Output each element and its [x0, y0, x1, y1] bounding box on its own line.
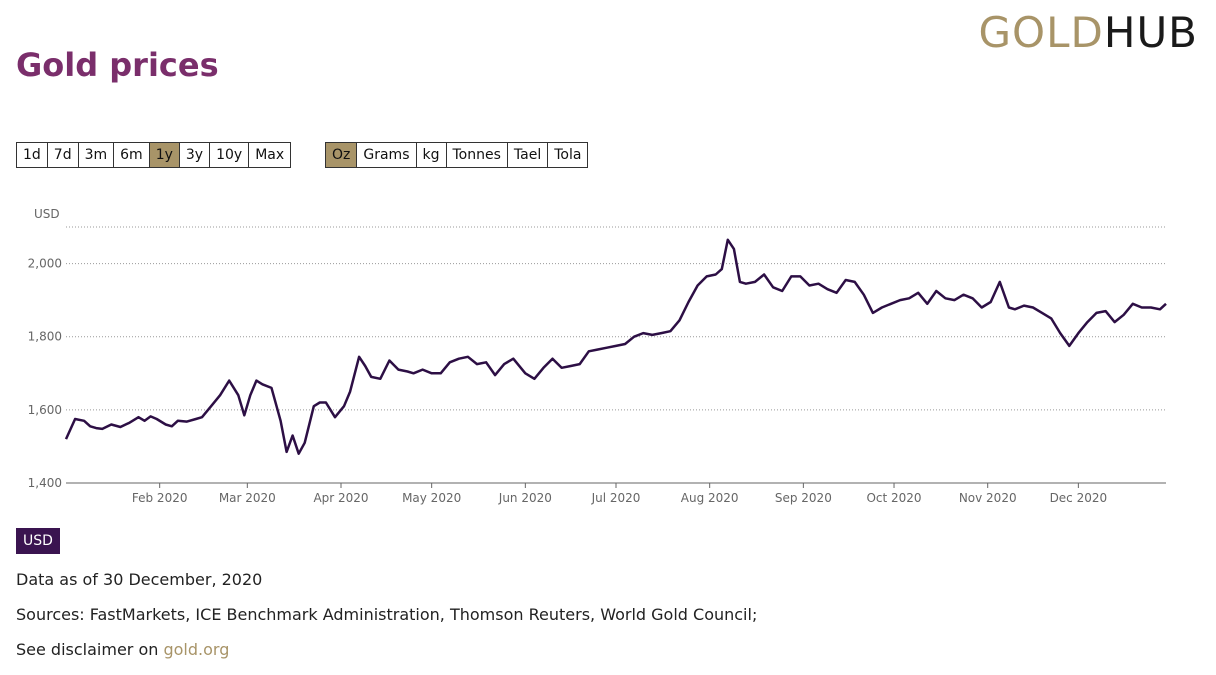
- x-tick-label: Dec 2020: [1050, 491, 1108, 505]
- range-3y-button[interactable]: 3y: [178, 142, 211, 168]
- y-tick-label: 1,800: [28, 330, 62, 344]
- range-6m-button[interactable]: 6m: [113, 142, 150, 168]
- price-line: [64, 238, 1167, 455]
- x-tick-label: Apr 2020: [313, 491, 368, 505]
- unit-kg-button[interactable]: kg: [415, 142, 447, 168]
- sources-note: Sources: FastMarkets, ICE Benchmark Admi…: [16, 605, 758, 624]
- gold-price-chart: 1,400 1,600 1,800 2,000 Feb 2020 Mar 2020 Apr …: [28, 207, 1167, 505]
- unit-selector: Oz Grams kg Tonnes Tael Tola: [325, 142, 589, 168]
- x-tick-label: Oct 2020: [866, 491, 921, 505]
- unit-tola-button[interactable]: Tola: [547, 142, 589, 168]
- goldhub-logo[interactable]: GOLDHUB: [978, 8, 1198, 57]
- range-1y-button[interactable]: 1y: [148, 142, 180, 168]
- x-tick-label: Jul 2020: [591, 491, 641, 505]
- x-tick-label: Jun 2020: [498, 491, 552, 505]
- x-tick-label: Nov 2020: [959, 491, 1017, 505]
- x-tick-label: Sep 2020: [775, 491, 832, 505]
- series: [64, 238, 1167, 455]
- y-axis-label: USD: [34, 207, 60, 221]
- time-range-selector: 1d 7d 3m 6m 1y 3y 10y Max: [16, 142, 292, 168]
- range-10y-button[interactable]: 10y: [209, 142, 250, 168]
- currency-usd-button[interactable]: USD: [16, 528, 60, 554]
- unit-tonnes-button[interactable]: Tonnes: [445, 142, 508, 168]
- y-tick-label: 1,600: [28, 403, 62, 417]
- unit-grams-button[interactable]: Grams: [356, 142, 417, 168]
- unit-tael-button[interactable]: Tael: [506, 142, 549, 168]
- unit-oz-button[interactable]: Oz: [325, 142, 358, 168]
- disclaimer-note: See disclaimer on gold.org: [16, 640, 229, 659]
- gold-org-link[interactable]: gold.org: [163, 640, 230, 659]
- page-title: Gold prices: [16, 46, 219, 84]
- data-date-note: Data as of 30 December, 2020: [16, 570, 263, 589]
- x-tick-label: May 2020: [402, 491, 461, 505]
- axes: 1,400 1,600 1,800 2,000 Feb 2020 Mar 2020 Apr …: [28, 257, 1166, 505]
- y-tick-label: 1,400: [28, 476, 62, 490]
- x-tick-label: Mar 2020: [219, 491, 276, 505]
- x-tick-label: Feb 2020: [132, 491, 188, 505]
- gridlines: [66, 226, 1166, 411]
- range-1d-button[interactable]: 1d: [16, 142, 48, 168]
- range-max-button[interactable]: Max: [248, 142, 292, 168]
- x-tick-label: Aug 2020: [681, 491, 739, 505]
- y-tick-label: 2,000: [28, 257, 62, 271]
- range-7d-button[interactable]: 7d: [46, 142, 79, 168]
- range-3m-button[interactable]: 3m: [77, 142, 115, 168]
- disclaimer-prefix: See disclaimer on: [16, 640, 164, 659]
